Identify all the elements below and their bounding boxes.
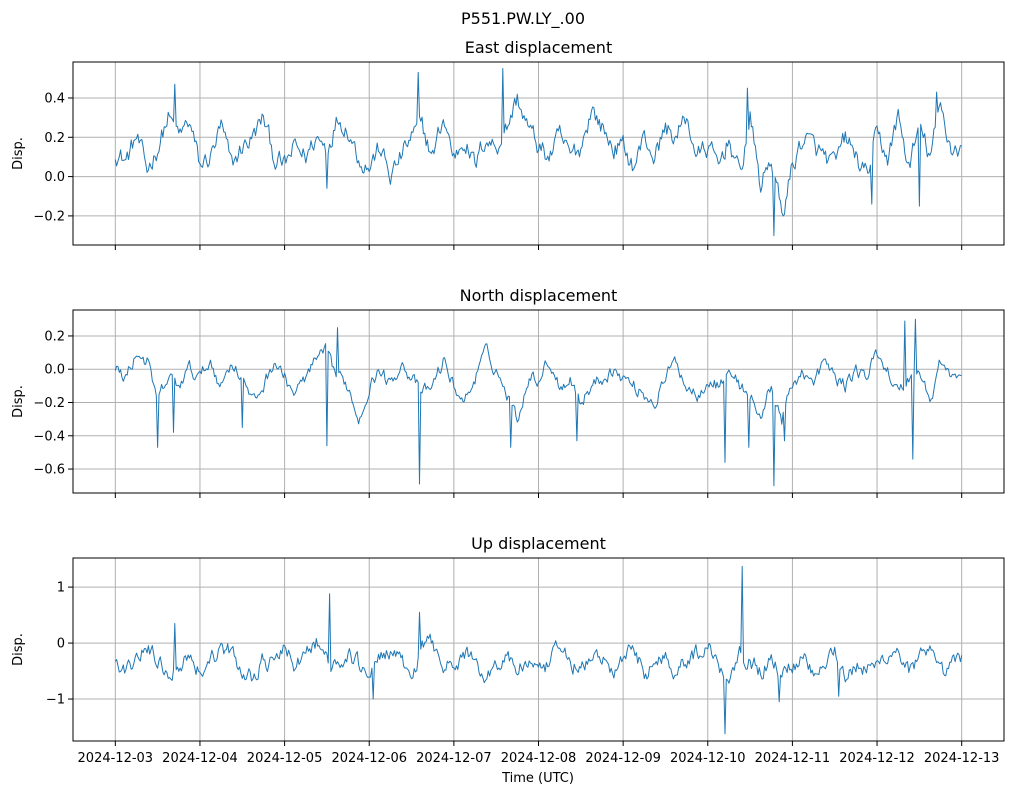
y-tick-label: −0.2 bbox=[33, 396, 65, 411]
x-tick-label: 2024-12-11 bbox=[755, 751, 831, 766]
x-tick-label: 2024-12-10 bbox=[670, 751, 746, 766]
axes-frame bbox=[72, 557, 1005, 742]
y-tick-label: −0.6 bbox=[33, 463, 65, 478]
subplot-title: North displacement bbox=[460, 286, 618, 305]
y-tick-label: −1 bbox=[46, 693, 65, 708]
subplot-east: −0.2 0.0 0.2 0.4 East displacement Disp. bbox=[11, 38, 1005, 250]
subplot-up: 2024-12-03 2024-12-04 2024-12-05 2024-12-06… bbox=[11, 534, 1005, 766]
subplot-title: East displacement bbox=[465, 38, 612, 57]
series-line bbox=[114, 565, 963, 735]
x-tick-label: 2024-12-03 bbox=[78, 751, 154, 766]
y-axis-label: Disp. bbox=[11, 633, 26, 666]
y-tick-label: 0.4 bbox=[44, 91, 65, 106]
subplot-title: Up displacement bbox=[471, 534, 606, 553]
series-line bbox=[114, 68, 962, 237]
x-tick-label: 2024-12-13 bbox=[924, 751, 1000, 766]
x-tick-label: 2024-12-05 bbox=[247, 751, 323, 766]
x-tick-label: 2024-12-09 bbox=[585, 751, 661, 766]
y-tick-label: 0.2 bbox=[44, 131, 65, 146]
figure-title: P551.PW.LY_.00 bbox=[461, 9, 585, 29]
y-tick-label: 1 bbox=[57, 581, 65, 596]
subplot-north: −0.6 −0.4 −0.2 0.0 0.2 North displacement Disp… bbox=[11, 286, 1005, 498]
y-tick-label: 0.0 bbox=[44, 170, 65, 185]
x-tick-label: 2024-12-04 bbox=[162, 751, 238, 766]
x-tick-label: 2024-12-07 bbox=[416, 751, 492, 766]
axes-frame bbox=[72, 61, 1005, 246]
series-line bbox=[114, 318, 962, 487]
y-tick-label: 0.0 bbox=[44, 363, 65, 378]
x-tick-label: 2024-12-06 bbox=[331, 751, 407, 766]
x-tick-label: 2024-12-08 bbox=[501, 751, 577, 766]
y-axis-label: Disp. bbox=[11, 385, 26, 418]
axes-frame bbox=[72, 309, 1005, 494]
y-tick-label: 0.2 bbox=[44, 329, 65, 344]
x-tick-label: 2024-12-12 bbox=[839, 751, 915, 766]
y-tick-label: 0 bbox=[57, 637, 65, 652]
y-axis-label: Disp. bbox=[11, 137, 26, 170]
y-tick-label: −0.4 bbox=[33, 429, 65, 444]
y-tick-label: −0.2 bbox=[33, 209, 65, 224]
x-axis-label: Time (UTC) bbox=[501, 771, 574, 786]
